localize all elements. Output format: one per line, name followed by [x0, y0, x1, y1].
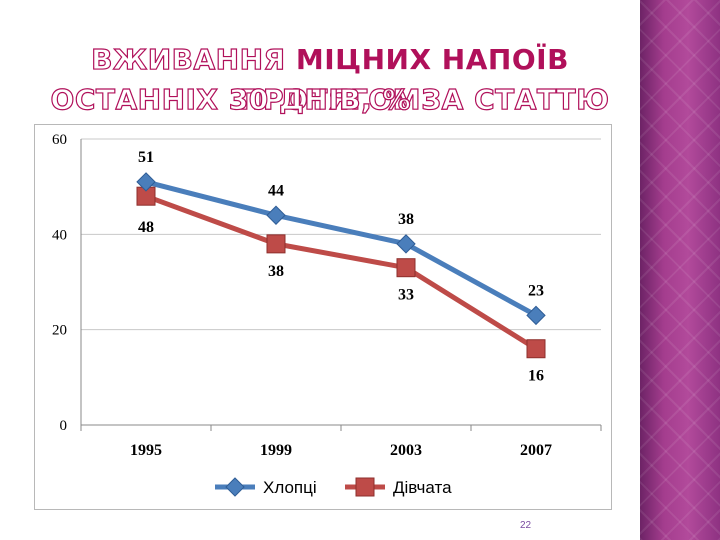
data-label-s0-3: 23: [528, 282, 544, 299]
page-number: 22: [520, 520, 532, 531]
legend-label-1: Дівчата: [393, 478, 452, 497]
y-tick-label-0: 0: [60, 418, 68, 434]
data-label-s1-0: 48: [138, 219, 154, 236]
decorative-side-panel: [640, 0, 720, 540]
series-line-1: [145, 193, 538, 351]
marker-s1-2: [396, 258, 416, 278]
x-tick-label-0: 1995: [130, 442, 162, 459]
legend-label-0: Хлопці: [263, 478, 317, 497]
data-label-s0-0: 51: [138, 149, 154, 166]
slide-title-line-2: ОСТАННІХ 30 ДНІВ, % ЗА СТАТТЮ: [40, 80, 620, 120]
x-tick-label-3: 2007: [520, 442, 552, 459]
y-tick-label-2: 40: [52, 227, 67, 243]
marker-s1-3: [526, 339, 546, 359]
title-part-4: ОСТАННІХ 30 ДНІВ, % ЗА СТАТТЮ: [50, 82, 610, 116]
title-part-1: ВЖИВАННЯ: [90, 42, 296, 76]
data-label-s0-2: 38: [398, 211, 414, 228]
marker-s0-0: [136, 172, 156, 192]
series-line-0: [145, 179, 538, 318]
title-part-2: МІЦНИХ НАПОЇВ: [295, 43, 569, 76]
data-label-s1-1: 38: [268, 263, 284, 280]
line-chart: 0 20 40 60 1995 1999 2003 2007 51 44 38 23 48 38 33 16 Х…: [52, 132, 602, 497]
title-part-3: ПРОТЯГОМ: [238, 82, 421, 116]
legend-marker-0: [225, 477, 245, 497]
marker-s0-3: [526, 305, 546, 326]
data-label-s1-3: 16: [528, 368, 544, 385]
y-tick-label-1: 20: [52, 323, 67, 339]
slide-title-line-1: ВЖИВАННЯ МІЦНИХ НАПОЇВ ПРОТЯГОМ: [40, 40, 620, 120]
data-label-s1-2: 33: [398, 287, 414, 304]
x-tick-label-1: 1999: [260, 442, 292, 459]
chart-frame: 0 20 40 60 1995 1999 2003 2007 51 44 38 23 48 38 33 16 Х…: [34, 124, 612, 510]
marker-s0-2: [396, 234, 416, 254]
data-label-s0-1: 44: [268, 182, 284, 199]
y-tick-label-3: 60: [52, 132, 67, 148]
marker-s1-1: [266, 234, 286, 254]
legend-marker-1: [355, 477, 375, 497]
x-tick-label-2: 2003: [390, 442, 422, 459]
marker-s0-1: [266, 205, 286, 225]
